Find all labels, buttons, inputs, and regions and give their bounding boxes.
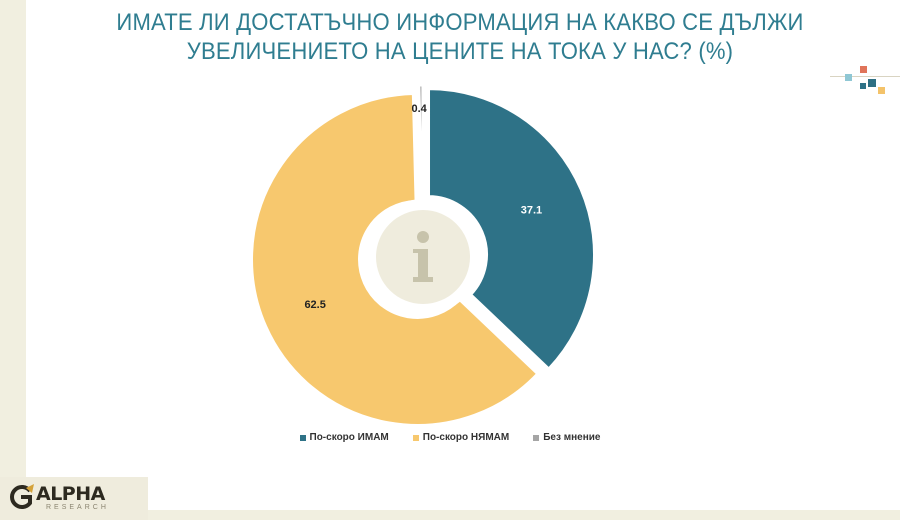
legend-label: По-скоро НЯМАМ <box>422 432 510 443</box>
alpha-research-logo: ALPHA RESEARCH <box>0 477 148 520</box>
bottom-decorative-band <box>0 510 900 520</box>
data-label: 37.1 <box>521 204 542 216</box>
pie-slice <box>417 83 425 195</box>
data-label: 0.4 <box>411 103 427 115</box>
info-icon <box>376 210 470 304</box>
logo-name: ALPHA <box>36 483 105 505</box>
data-label: 62.5 <box>304 299 325 311</box>
legend-label: По-скоро ИМАМ <box>309 432 389 443</box>
legend-swatch <box>412 434 419 441</box>
legend-item: По-скоро НЯМАМ <box>412 432 510 443</box>
corner-squares-mark <box>845 66 885 94</box>
legend-swatch <box>299 434 306 441</box>
title-line-2: УВЕЛИЧЕНИЕТО НА ЦЕНИТЕ НА ТОКА У НАС? (%… <box>186 38 734 65</box>
pie-slice <box>250 91 540 427</box>
title-line-1: ИМАТЕ ЛИ ДОСТАТЪЧНО ИНФОРМАЦИЯ НА КАКВО … <box>116 9 804 36</box>
page-title: ИМАТЕ ЛИ ДОСТАТЪЧНО ИНФОРМАЦИЯ НА КАКВО … <box>92 8 828 66</box>
logo-subtitle: RESEARCH <box>46 504 109 511</box>
right-decorative-rule <box>830 76 900 77</box>
legend-item: По-скоро ИМАМ <box>299 432 389 443</box>
pie-slice <box>427 87 597 372</box>
left-decorative-band <box>0 0 26 520</box>
legend-swatch <box>533 434 540 441</box>
legend-label: Без мнение <box>543 432 601 443</box>
chart-legend: По-скоро ИМАМ По-скоро НЯМАМ Без мнение <box>0 432 900 443</box>
alpha-logo-icon <box>10 484 34 509</box>
legend-item: Без мнение <box>533 432 600 443</box>
